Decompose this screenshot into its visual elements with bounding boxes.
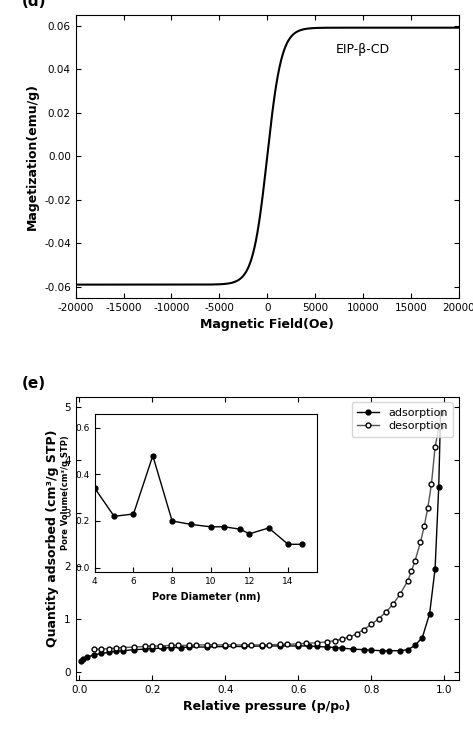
desorption [204, 640, 210, 649]
desorption [438, 422, 443, 431]
adsorption [427, 610, 432, 618]
Legend: adsorption, desorption: adsorption, desorption [351, 402, 453, 436]
Text: (d): (d) [22, 0, 46, 9]
desorption [332, 636, 338, 645]
adsorption [324, 643, 330, 651]
adsorption [80, 655, 86, 664]
adsorption [142, 645, 148, 654]
desorption [361, 625, 367, 634]
desorption [241, 640, 246, 649]
adsorption [131, 645, 137, 654]
adsorption [222, 642, 228, 651]
Line: desorption: desorption [91, 423, 443, 651]
Line: adsorption: adsorption [79, 410, 443, 663]
desorption [131, 643, 137, 651]
desorption [248, 640, 254, 649]
Text: EIP-β-CD: EIP-β-CD [336, 43, 390, 56]
adsorption [307, 642, 312, 651]
adsorption [113, 647, 119, 656]
desorption [266, 640, 272, 649]
desorption [168, 641, 174, 650]
desorption [429, 480, 434, 488]
desorption [339, 635, 345, 643]
X-axis label: Relative pressure (p/p₀): Relative pressure (p/p₀) [184, 700, 351, 713]
adsorption [186, 643, 192, 651]
desorption [230, 640, 236, 649]
adsorption [241, 642, 246, 651]
desorption [259, 640, 264, 649]
Y-axis label: Magetization(emu/g): Magetization(emu/g) [26, 83, 38, 230]
adsorption [436, 482, 442, 491]
adsorption [420, 633, 425, 642]
adsorption [91, 651, 97, 659]
desorption [376, 615, 381, 624]
adsorption [179, 643, 184, 652]
desorption [398, 589, 403, 598]
desorption [113, 644, 119, 653]
adsorption [432, 564, 438, 573]
desorption [383, 607, 389, 616]
adsorption [361, 645, 367, 654]
adsorption [277, 642, 283, 651]
desorption [436, 423, 442, 432]
adsorption [84, 653, 89, 662]
desorption [277, 640, 283, 649]
adsorption [368, 645, 374, 654]
adsorption [120, 646, 126, 655]
desorption [347, 632, 352, 641]
adsorption [149, 644, 155, 653]
adsorption [405, 645, 411, 654]
desorption [175, 641, 181, 650]
desorption [157, 642, 162, 651]
Y-axis label: Quantity adsorbed (cm³/g STP): Quantity adsorbed (cm³/g STP) [45, 430, 59, 647]
adsorption [412, 641, 418, 650]
desorption [142, 642, 148, 651]
adsorption [105, 648, 111, 656]
desorption [296, 640, 301, 648]
X-axis label: Magnetic Field(Oe): Magnetic Field(Oe) [200, 318, 334, 331]
adsorption [438, 408, 443, 417]
adsorption [79, 656, 84, 665]
desorption [105, 644, 111, 653]
adsorption [98, 649, 104, 658]
adsorption [168, 643, 174, 652]
adsorption [350, 645, 356, 654]
desorption [432, 443, 438, 452]
desorption [91, 645, 97, 654]
desorption [324, 637, 330, 646]
desorption [303, 639, 308, 648]
adsorption [386, 646, 392, 655]
desorption [390, 599, 396, 608]
desorption [314, 638, 319, 647]
desorption [354, 629, 359, 638]
desorption [421, 522, 427, 531]
desorption [186, 641, 192, 650]
adsorption [339, 644, 345, 653]
desorption [412, 556, 418, 565]
desorption [284, 640, 290, 649]
adsorption [398, 646, 403, 655]
desorption [418, 538, 423, 547]
adsorption [259, 642, 264, 651]
desorption [193, 640, 199, 649]
desorption [368, 620, 374, 629]
desorption [98, 645, 104, 654]
adsorption [314, 642, 319, 651]
desorption [120, 643, 126, 652]
desorption [149, 642, 155, 651]
adsorption [204, 643, 210, 651]
desorption [211, 640, 217, 649]
adsorption [379, 646, 385, 655]
Text: (e): (e) [22, 376, 46, 391]
desorption [409, 567, 414, 576]
desorption [222, 640, 228, 649]
adsorption [332, 643, 338, 652]
adsorption [160, 644, 166, 653]
adsorption [296, 642, 301, 651]
desorption [405, 577, 411, 586]
desorption [425, 504, 430, 512]
